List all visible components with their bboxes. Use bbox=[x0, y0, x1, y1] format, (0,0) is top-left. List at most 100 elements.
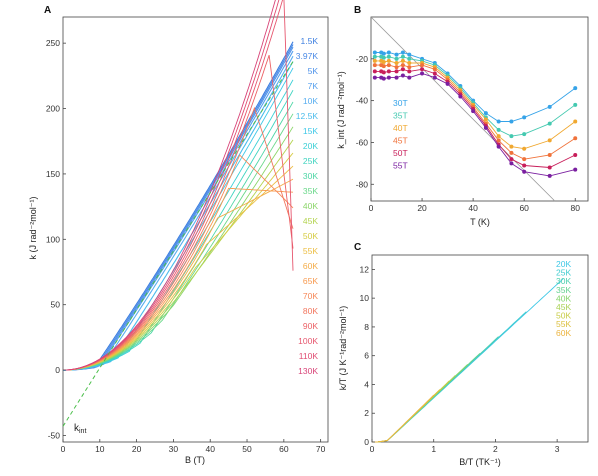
legend-entry-45T: 45T bbox=[393, 136, 408, 146]
data-point-45T bbox=[509, 150, 514, 155]
data-point-35T bbox=[547, 121, 552, 126]
data-point-50T bbox=[509, 157, 514, 162]
series-line-3.97K bbox=[63, 44, 294, 371]
legend-entry-5K: 5K bbox=[308, 66, 319, 76]
a-x-tick-label: 50 bbox=[242, 444, 252, 454]
b-x-tick-label: 20 bbox=[417, 203, 427, 213]
a-y-tick-label: 250 bbox=[46, 38, 60, 48]
data-point-50T bbox=[420, 67, 425, 72]
data-point-55T bbox=[483, 125, 488, 130]
data-point-30T bbox=[386, 50, 391, 55]
series-line-70K bbox=[63, 154, 294, 371]
a-y-tick-label: 150 bbox=[46, 169, 60, 179]
series-line-50K bbox=[371, 380, 450, 443]
data-point-50T bbox=[386, 69, 391, 74]
data-point-40T bbox=[483, 117, 488, 122]
c-y-tick-label: 4 bbox=[364, 379, 369, 389]
legend-a: 1.5K 3.97K 5K 7K 10K 12.5K 15K 20K 25K 30K 35K 40K 4… bbox=[296, 36, 319, 376]
data-point-30T bbox=[400, 50, 405, 55]
data-point-35T bbox=[509, 134, 514, 139]
data-point-30T bbox=[522, 115, 527, 120]
panel-b: B 0 20 40 60 80 -80 -60 -40 -20 30T 35T 40T 45T 50T 5… bbox=[336, 5, 589, 227]
legend-entry-70K: 70K bbox=[303, 291, 318, 301]
data-point-45T bbox=[381, 64, 386, 69]
data-point-30T bbox=[381, 51, 386, 56]
data-point-40T bbox=[573, 119, 578, 124]
a-y-tick-label: 50 bbox=[51, 300, 61, 310]
series-line-60K bbox=[371, 394, 435, 443]
data-point-35T bbox=[496, 127, 501, 132]
data-point-55T bbox=[372, 75, 377, 80]
data-point-45T bbox=[407, 65, 412, 70]
data-point-55T bbox=[386, 75, 391, 80]
data-point-40T bbox=[372, 58, 377, 63]
series-line-5K bbox=[63, 46, 294, 371]
legend-entry-30T: 30T bbox=[393, 98, 408, 108]
a-x-tick-label: 10 bbox=[95, 444, 105, 454]
c-x-tick-label: 2 bbox=[493, 444, 498, 454]
c-y-tick-label: 10 bbox=[360, 293, 370, 303]
y-axis-label-b: k_int (J rad⁻²mol⁻¹) bbox=[336, 71, 346, 149]
data-point-55T bbox=[458, 94, 463, 99]
data-point-55T bbox=[509, 161, 514, 166]
reference-line bbox=[370, 16, 556, 202]
legend-entry-50K: 50K bbox=[303, 231, 318, 241]
data-point-50T bbox=[400, 67, 405, 72]
legend-entry-50K: 50K bbox=[556, 311, 571, 321]
data-point-50T bbox=[522, 163, 527, 168]
legend-entry-65K: 65K bbox=[303, 276, 318, 286]
series-line-20K bbox=[371, 278, 564, 443]
series-line-7K bbox=[63, 50, 294, 371]
data-point-30T bbox=[407, 52, 412, 57]
legend-entry-110K: 110K bbox=[299, 351, 319, 361]
legend-entry-60K: 60K bbox=[556, 328, 571, 338]
data-point-40T bbox=[496, 134, 501, 139]
legend-entry-1.5K: 1.5K bbox=[301, 36, 319, 46]
data-point-40T bbox=[407, 61, 412, 65]
data-point-35T bbox=[386, 54, 391, 59]
a-x-tick-label: 20 bbox=[132, 444, 142, 454]
series-line-25K bbox=[371, 311, 527, 443]
legend-entry-35T: 35T bbox=[393, 111, 408, 121]
b-y-tick-label: -80 bbox=[356, 179, 369, 189]
data-point-30T bbox=[372, 50, 377, 55]
data-point-30T bbox=[573, 86, 578, 91]
data-point-35T bbox=[381, 55, 386, 60]
a-x-tick-label: 30 bbox=[169, 444, 179, 454]
legend-entry-130K: 130K bbox=[298, 366, 318, 376]
b-x-tick-label: 0 bbox=[369, 203, 374, 213]
data-point-55T bbox=[420, 71, 425, 76]
series-lines-c bbox=[371, 278, 564, 443]
c-y-tick-label: 2 bbox=[364, 408, 369, 418]
panel-label-b: B bbox=[354, 5, 361, 16]
c-x-tick-label: 0 bbox=[370, 444, 375, 454]
data-point-30T bbox=[483, 111, 488, 116]
legend-b: 30T 35T 40T 45T 50T 55T bbox=[393, 98, 408, 171]
data-point-55T bbox=[381, 76, 386, 81]
series-points-b bbox=[370, 16, 578, 202]
x-axis-label-c: B/T (TK⁻¹) bbox=[459, 457, 501, 467]
a-x-tick-label: 70 bbox=[316, 444, 326, 454]
legend-entry-80K: 80K bbox=[303, 306, 318, 316]
b-x-tick-label: 60 bbox=[519, 203, 529, 213]
data-point-35T bbox=[573, 102, 578, 107]
legend-entry-40K: 40K bbox=[556, 293, 571, 303]
series-lines-a bbox=[62, 0, 294, 427]
legend-entry-45K: 45K bbox=[303, 216, 318, 226]
data-point-45T bbox=[522, 157, 527, 162]
legend-entry-12.5K: 12.5K bbox=[296, 111, 319, 121]
legend-entry-35K: 35K bbox=[556, 285, 571, 295]
c-x-tick-label: 1 bbox=[431, 444, 436, 454]
data-point-40T bbox=[394, 61, 399, 65]
series-line-35K bbox=[371, 352, 481, 443]
series-line-45K bbox=[63, 139, 294, 371]
b-y-tick-label: -20 bbox=[356, 54, 369, 64]
series-line-30K bbox=[63, 101, 294, 371]
data-point-50T bbox=[432, 71, 437, 76]
data-point-30T bbox=[394, 52, 399, 57]
data-point-40T bbox=[381, 59, 386, 64]
legend-entry-3.97K: 3.97K bbox=[296, 51, 319, 61]
a-x-tick-label: 40 bbox=[205, 444, 215, 454]
